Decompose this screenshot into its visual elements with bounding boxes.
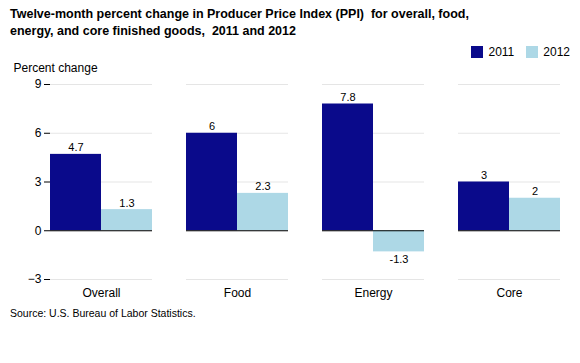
svg-text:Percent change: Percent change [14,61,98,75]
svg-text:2.3: 2.3 [255,180,270,192]
svg-text:3: 3 [481,169,487,181]
svg-text:1.3: 1.3 [119,196,134,208]
html-text:2011: 2011 [488,44,515,59]
svg-text:Core: Core [496,286,522,300]
svg-text:9: 9 [35,77,42,91]
html-text:2012: 2012 [543,44,570,59]
svg-text:−3: −3 [28,272,42,286]
svg-text:7.8: 7.8 [340,91,355,103]
svg-text:Overall: Overall [82,286,120,300]
svg-text:6: 6 [35,126,42,140]
svg-text:2: 2 [532,185,538,197]
html-text:Twelve-month percent change in: Twelve-month percent change in Producer … [10,7,469,38]
svg-text:Energy: Energy [354,286,392,300]
svg-text:6: 6 [209,120,215,132]
svg-text:3: 3 [35,175,42,189]
svg-text:Food: Food [224,286,251,300]
html-text:Source: U.S. Bureau of Labor S: Source: U.S. Bureau of Labor Statistics. [10,306,196,319]
svg-text:-1.3: -1.3 [390,252,409,264]
svg-text:0: 0 [35,223,42,237]
svg-text:4.7: 4.7 [68,141,83,153]
